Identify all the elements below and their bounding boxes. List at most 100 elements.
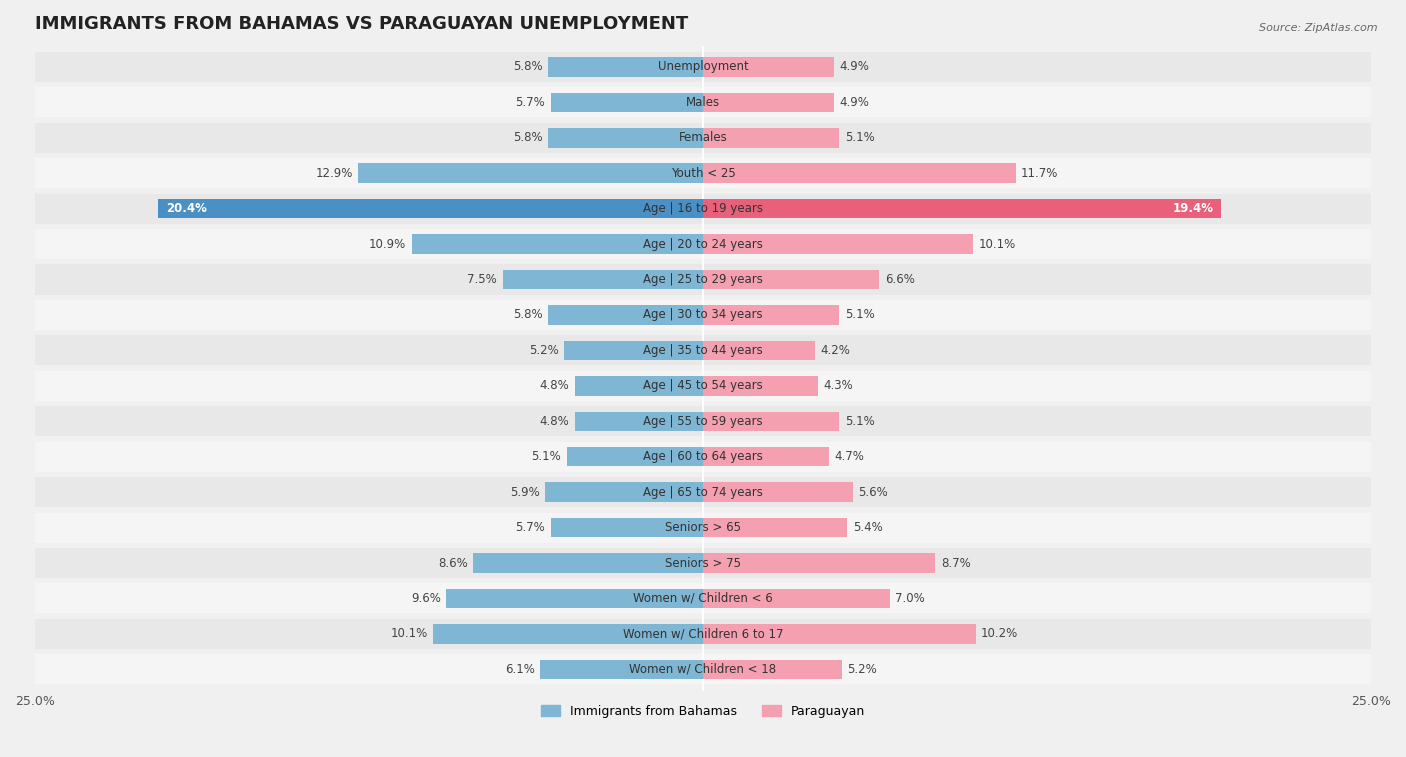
Bar: [35, 335, 1371, 366]
Text: 10.1%: 10.1%: [391, 628, 427, 640]
Bar: [540, 659, 703, 679]
Text: 8.7%: 8.7%: [941, 556, 970, 569]
Bar: [35, 584, 1371, 613]
Bar: [35, 264, 1371, 294]
Text: 5.1%: 5.1%: [845, 415, 875, 428]
Text: 7.5%: 7.5%: [467, 273, 498, 286]
Bar: [703, 58, 834, 76]
Text: 6.1%: 6.1%: [505, 663, 534, 676]
Text: Women w/ Children < 18: Women w/ Children < 18: [630, 663, 776, 676]
Bar: [703, 199, 1222, 219]
Bar: [703, 376, 818, 396]
Bar: [474, 553, 703, 573]
Bar: [35, 407, 1371, 436]
Text: 5.8%: 5.8%: [513, 131, 543, 145]
Bar: [703, 589, 890, 608]
Text: 10.1%: 10.1%: [979, 238, 1015, 251]
Text: Age | 60 to 64 years: Age | 60 to 64 years: [643, 450, 763, 463]
Bar: [703, 128, 839, 148]
Bar: [703, 341, 815, 360]
Bar: [703, 269, 879, 289]
Bar: [564, 341, 703, 360]
Bar: [359, 164, 703, 183]
Bar: [575, 376, 703, 396]
Text: 5.8%: 5.8%: [513, 61, 543, 73]
Text: 5.2%: 5.2%: [848, 663, 877, 676]
Bar: [412, 235, 703, 254]
Text: 4.8%: 4.8%: [540, 415, 569, 428]
Text: 12.9%: 12.9%: [315, 167, 353, 179]
Text: Age | 35 to 44 years: Age | 35 to 44 years: [643, 344, 763, 357]
Text: Women w/ Children < 6: Women w/ Children < 6: [633, 592, 773, 605]
Text: Age | 16 to 19 years: Age | 16 to 19 years: [643, 202, 763, 215]
Text: Age | 30 to 34 years: Age | 30 to 34 years: [643, 308, 763, 322]
Bar: [703, 518, 848, 537]
Bar: [447, 589, 703, 608]
Text: 4.3%: 4.3%: [824, 379, 853, 392]
Bar: [548, 58, 703, 76]
Text: Source: ZipAtlas.com: Source: ZipAtlas.com: [1260, 23, 1378, 33]
Bar: [703, 553, 935, 573]
Text: 11.7%: 11.7%: [1021, 167, 1059, 179]
Bar: [35, 300, 1371, 330]
Bar: [35, 654, 1371, 684]
Text: 6.6%: 6.6%: [884, 273, 914, 286]
Text: Age | 55 to 59 years: Age | 55 to 59 years: [643, 415, 763, 428]
Bar: [575, 412, 703, 431]
Legend: Immigrants from Bahamas, Paraguayan: Immigrants from Bahamas, Paraguayan: [536, 700, 870, 723]
Bar: [35, 158, 1371, 188]
Text: 4.9%: 4.9%: [839, 96, 869, 109]
Bar: [433, 624, 703, 643]
Bar: [35, 194, 1371, 224]
Bar: [35, 87, 1371, 117]
Text: Seniors > 65: Seniors > 65: [665, 521, 741, 534]
Bar: [703, 412, 839, 431]
Bar: [703, 92, 834, 112]
Text: Seniors > 75: Seniors > 75: [665, 556, 741, 569]
Bar: [35, 229, 1371, 259]
Bar: [35, 477, 1371, 507]
Text: Age | 25 to 29 years: Age | 25 to 29 years: [643, 273, 763, 286]
Bar: [703, 305, 839, 325]
Bar: [546, 482, 703, 502]
Text: 5.6%: 5.6%: [858, 486, 887, 499]
Bar: [703, 235, 973, 254]
Bar: [703, 482, 852, 502]
Bar: [157, 199, 703, 219]
Text: 10.2%: 10.2%: [981, 628, 1018, 640]
Bar: [548, 305, 703, 325]
Text: 5.1%: 5.1%: [845, 131, 875, 145]
Text: 4.9%: 4.9%: [839, 61, 869, 73]
Text: 5.2%: 5.2%: [529, 344, 558, 357]
Bar: [35, 123, 1371, 153]
Text: 5.1%: 5.1%: [531, 450, 561, 463]
Text: Age | 20 to 24 years: Age | 20 to 24 years: [643, 238, 763, 251]
Text: 10.9%: 10.9%: [370, 238, 406, 251]
Text: Age | 65 to 74 years: Age | 65 to 74 years: [643, 486, 763, 499]
Bar: [567, 447, 703, 466]
Text: 8.6%: 8.6%: [439, 556, 468, 569]
Bar: [35, 512, 1371, 543]
Text: IMMIGRANTS FROM BAHAMAS VS PARAGUAYAN UNEMPLOYMENT: IMMIGRANTS FROM BAHAMAS VS PARAGUAYAN UN…: [35, 15, 688, 33]
Text: Females: Females: [679, 131, 727, 145]
Text: 5.4%: 5.4%: [852, 521, 883, 534]
Text: 7.0%: 7.0%: [896, 592, 925, 605]
Bar: [551, 92, 703, 112]
Bar: [502, 269, 703, 289]
Text: 5.1%: 5.1%: [845, 308, 875, 322]
Text: 5.9%: 5.9%: [510, 486, 540, 499]
Bar: [35, 548, 1371, 578]
Text: 4.7%: 4.7%: [834, 450, 863, 463]
Bar: [703, 659, 842, 679]
Text: 5.8%: 5.8%: [513, 308, 543, 322]
Text: 19.4%: 19.4%: [1173, 202, 1213, 215]
Bar: [548, 128, 703, 148]
Text: 5.7%: 5.7%: [516, 521, 546, 534]
Bar: [35, 441, 1371, 472]
Text: 9.6%: 9.6%: [411, 592, 441, 605]
Text: 20.4%: 20.4%: [166, 202, 207, 215]
Bar: [703, 447, 828, 466]
Text: 4.8%: 4.8%: [540, 379, 569, 392]
Bar: [703, 624, 976, 643]
Bar: [35, 618, 1371, 649]
